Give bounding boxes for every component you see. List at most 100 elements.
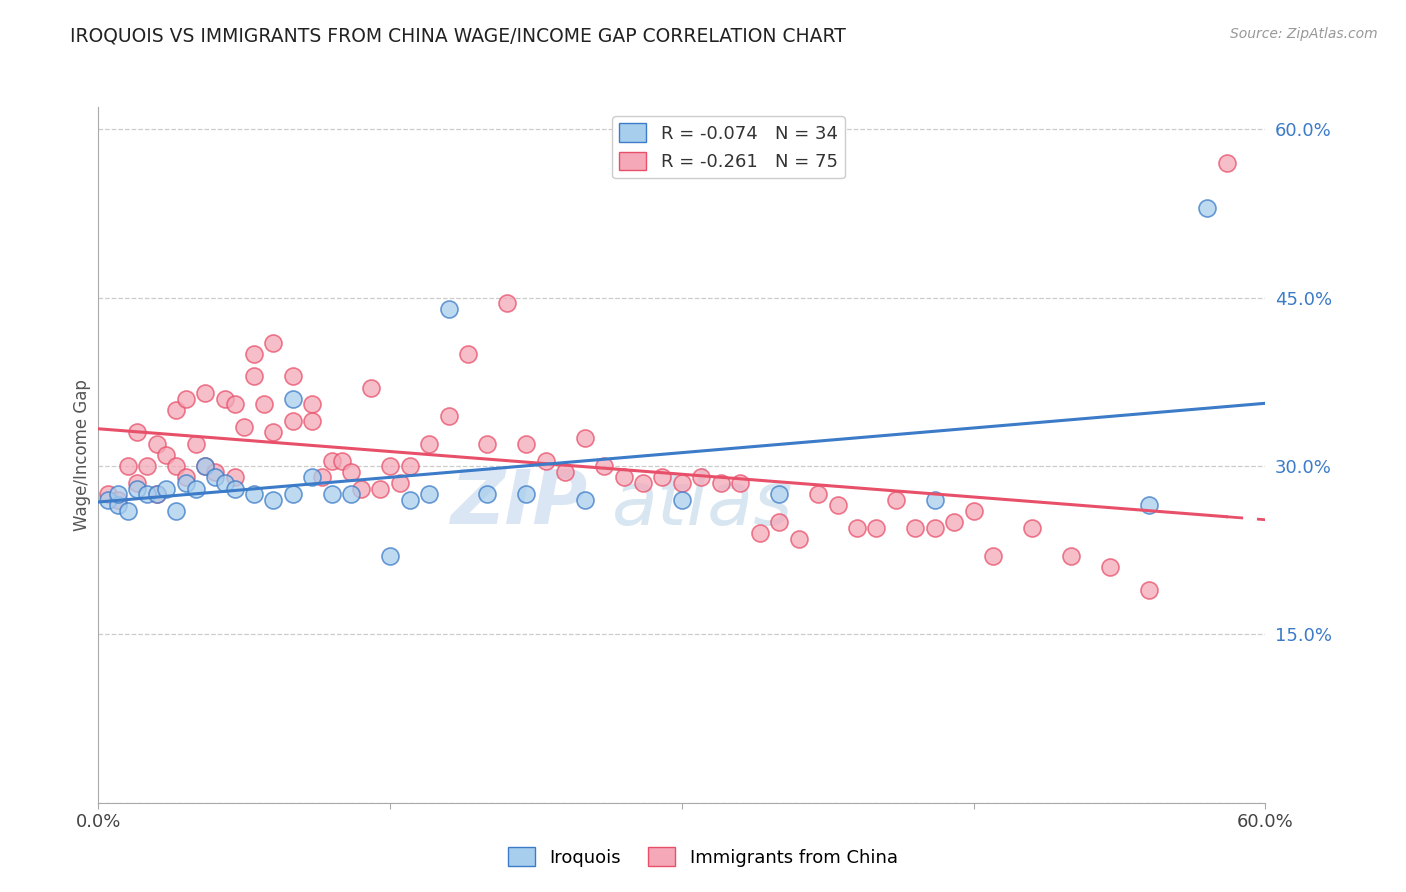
Point xyxy=(378,459,402,474)
Point xyxy=(127,425,149,440)
Point xyxy=(281,392,304,406)
Point xyxy=(671,492,693,507)
Point xyxy=(515,487,537,501)
Legend: Iroquois, Immigrants from China: Iroquois, Immigrants from China xyxy=(501,840,905,874)
Point xyxy=(924,521,946,535)
Point xyxy=(281,414,304,428)
Point xyxy=(350,482,373,496)
Point xyxy=(981,549,1004,563)
Point xyxy=(262,335,284,350)
Point xyxy=(768,515,790,529)
Point xyxy=(515,436,537,450)
Point xyxy=(155,482,177,496)
Point xyxy=(146,436,169,450)
Point xyxy=(671,475,693,490)
Point xyxy=(730,475,752,490)
Text: IROQUOIS VS IMMIGRANTS FROM CHINA WAGE/INCOME GAP CORRELATION CHART: IROQUOIS VS IMMIGRANTS FROM CHINA WAGE/I… xyxy=(70,27,846,45)
Point xyxy=(884,492,907,507)
Point xyxy=(651,470,673,484)
Point xyxy=(418,487,440,501)
Point xyxy=(107,487,129,501)
Point xyxy=(437,301,460,316)
Point xyxy=(174,470,197,484)
Legend: R = -0.074   N = 34, R = -0.261   N = 75: R = -0.074 N = 34, R = -0.261 N = 75 xyxy=(612,116,845,178)
Point xyxy=(155,448,177,462)
Text: Source: ZipAtlas.com: Source: ZipAtlas.com xyxy=(1230,27,1378,41)
Point xyxy=(117,504,139,518)
Point xyxy=(360,381,382,395)
Point xyxy=(301,414,323,428)
Point xyxy=(398,459,420,474)
Point xyxy=(370,482,392,496)
Point xyxy=(253,397,276,411)
Point xyxy=(194,459,217,474)
Point xyxy=(146,487,169,501)
Point xyxy=(418,436,440,450)
Point xyxy=(593,459,616,474)
Point xyxy=(1195,201,1218,215)
Point xyxy=(214,475,236,490)
Point xyxy=(1098,560,1121,574)
Point xyxy=(224,482,246,496)
Point xyxy=(262,492,284,507)
Point xyxy=(301,470,323,484)
Point xyxy=(534,453,557,467)
Point xyxy=(194,386,217,401)
Point xyxy=(233,420,256,434)
Point xyxy=(214,392,236,406)
Point xyxy=(184,482,207,496)
Point xyxy=(321,487,343,501)
Point xyxy=(127,482,149,496)
Point xyxy=(574,492,596,507)
Point xyxy=(204,470,226,484)
Point xyxy=(330,453,353,467)
Point xyxy=(174,475,197,490)
Point xyxy=(613,470,636,484)
Point xyxy=(378,549,402,563)
Point xyxy=(97,492,120,507)
Point xyxy=(827,499,849,513)
Point xyxy=(495,296,517,310)
Point xyxy=(787,532,810,546)
Point xyxy=(165,504,187,518)
Point xyxy=(204,465,226,479)
Point xyxy=(107,492,129,507)
Point xyxy=(224,470,246,484)
Point xyxy=(924,492,946,507)
Point xyxy=(107,499,129,513)
Point xyxy=(340,465,363,479)
Point xyxy=(710,475,733,490)
Point xyxy=(398,492,420,507)
Point xyxy=(243,487,266,501)
Point xyxy=(301,397,323,411)
Point xyxy=(311,470,333,484)
Point xyxy=(388,475,411,490)
Point xyxy=(321,453,343,467)
Point xyxy=(340,487,363,501)
Point xyxy=(962,504,984,518)
Point xyxy=(574,431,596,445)
Point xyxy=(748,526,770,541)
Point xyxy=(174,392,197,406)
Point xyxy=(243,369,266,384)
Point xyxy=(1215,156,1237,170)
Point xyxy=(1137,582,1160,597)
Point xyxy=(165,459,187,474)
Point xyxy=(165,403,187,417)
Point xyxy=(243,347,266,361)
Point xyxy=(807,487,830,501)
Point xyxy=(768,487,790,501)
Point xyxy=(1021,521,1043,535)
Point xyxy=(97,487,120,501)
Point xyxy=(224,397,246,411)
Text: ZIP: ZIP xyxy=(451,467,589,541)
Point xyxy=(437,409,460,423)
Point xyxy=(865,521,887,535)
Point xyxy=(136,487,159,501)
Point xyxy=(554,465,576,479)
Point xyxy=(1060,549,1083,563)
Point xyxy=(127,475,149,490)
Point xyxy=(477,436,499,450)
Point xyxy=(194,459,217,474)
Point xyxy=(904,521,927,535)
